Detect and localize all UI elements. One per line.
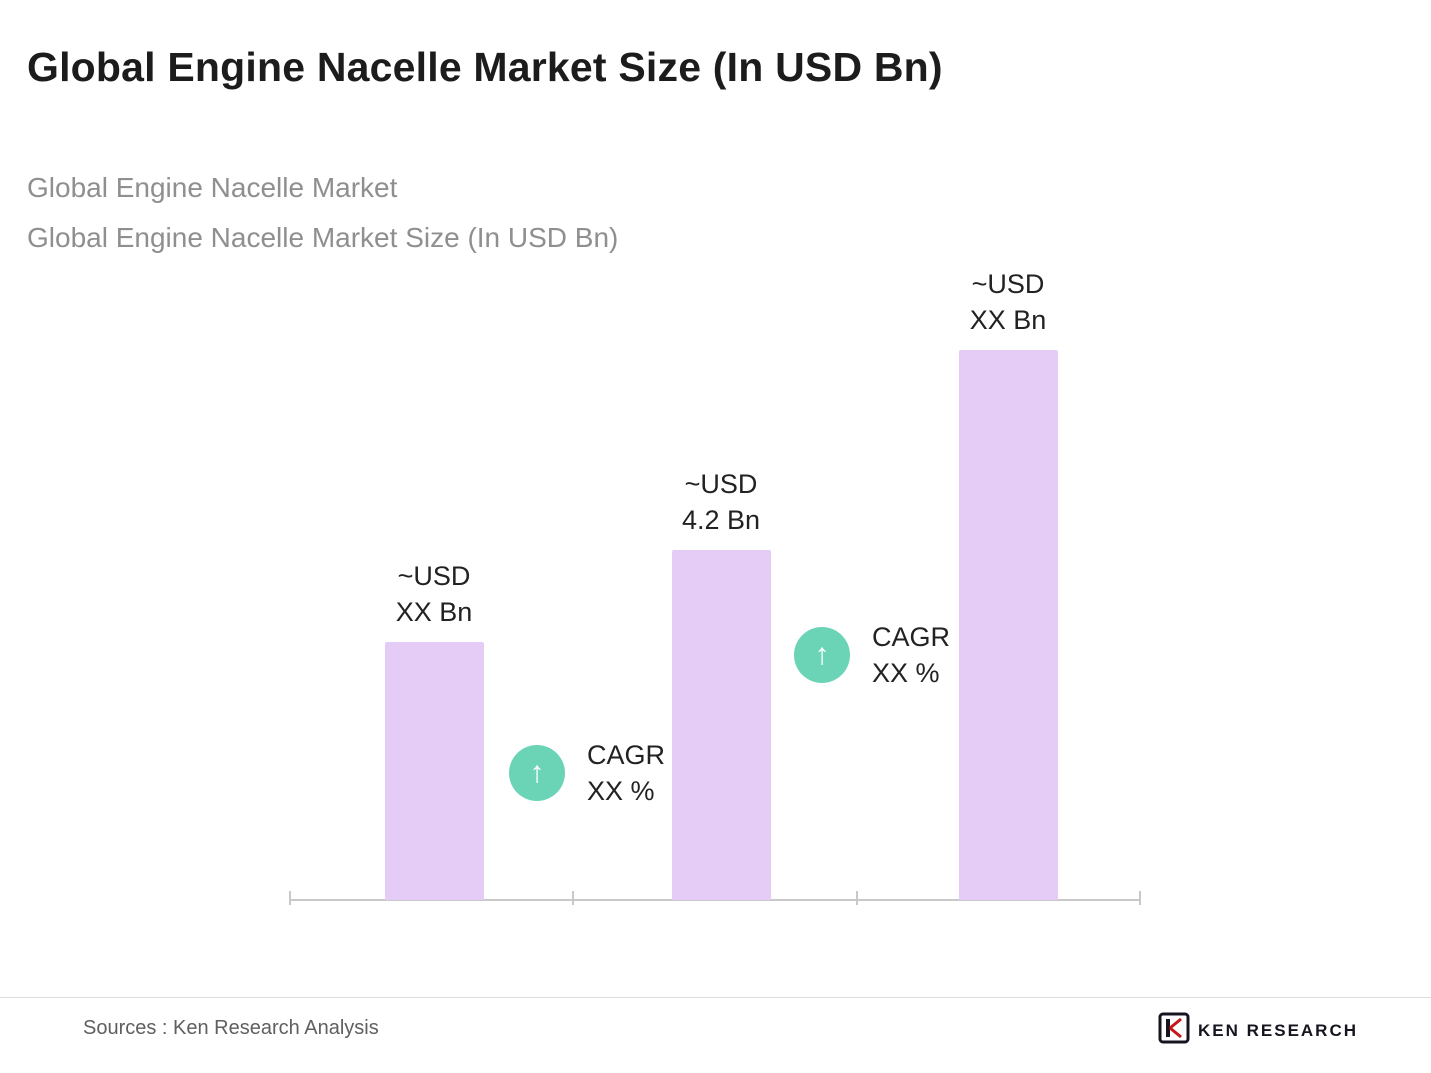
bar-value-label-line: XX Bn (969, 305, 1047, 335)
cagr-label-line: XX % (872, 658, 940, 688)
bar (384, 642, 484, 900)
bar-value-label: ~USD XX Bn (324, 558, 544, 630)
cagr-label-line: CAGR (872, 622, 951, 652)
page-title: Global Engine Nacelle Market Size (In US… (27, 44, 943, 90)
chart-subtitle-1: Global Engine Nacelle Market (27, 172, 398, 203)
cagr-label-line: XX % (587, 776, 655, 806)
brand-logo: KEN RESEARCH (1158, 1012, 1358, 1049)
cagr-annotation: ↑ CAGR XX % (794, 619, 950, 691)
bar-value-label-line: ~USD (971, 269, 1045, 299)
cagr-label-line: CAGR (587, 740, 666, 770)
x-axis-line (290, 899, 1140, 901)
cagr-annotation: ↑ CAGR XX % (509, 737, 665, 809)
x-axis-tick (1139, 891, 1141, 905)
source-text: Sources : Ken Research Analysis (83, 1017, 379, 1039)
bar-value-label-line: 4.2 Bn (681, 505, 761, 535)
arrow-up-icon: ↑ (509, 745, 565, 801)
bar (958, 350, 1058, 900)
chart-subtitle-2: Global Engine Nacelle Market Size (In US… (27, 222, 619, 253)
cagr-label: CAGR XX % (872, 619, 950, 691)
footer-divider (0, 997, 1431, 998)
bar (671, 550, 771, 900)
arrow-up-icon: ↑ (794, 627, 850, 683)
bar-value-label: ~USD 4.2 Bn (611, 466, 831, 538)
x-axis-tick (856, 891, 858, 905)
cagr-label: CAGR XX % (587, 737, 665, 809)
x-axis-tick (572, 891, 574, 905)
bar-value-label-line: ~USD (684, 469, 758, 499)
x-axis-tick (289, 891, 291, 905)
ken-research-k-icon (1158, 1012, 1190, 1049)
bar-value-label-line: XX Bn (395, 597, 473, 627)
brand-logo-text: KEN RESEARCH (1198, 1020, 1359, 1040)
bar-value-label-line: ~USD (397, 561, 471, 591)
bar-value-label: ~USD XX Bn (898, 266, 1118, 338)
